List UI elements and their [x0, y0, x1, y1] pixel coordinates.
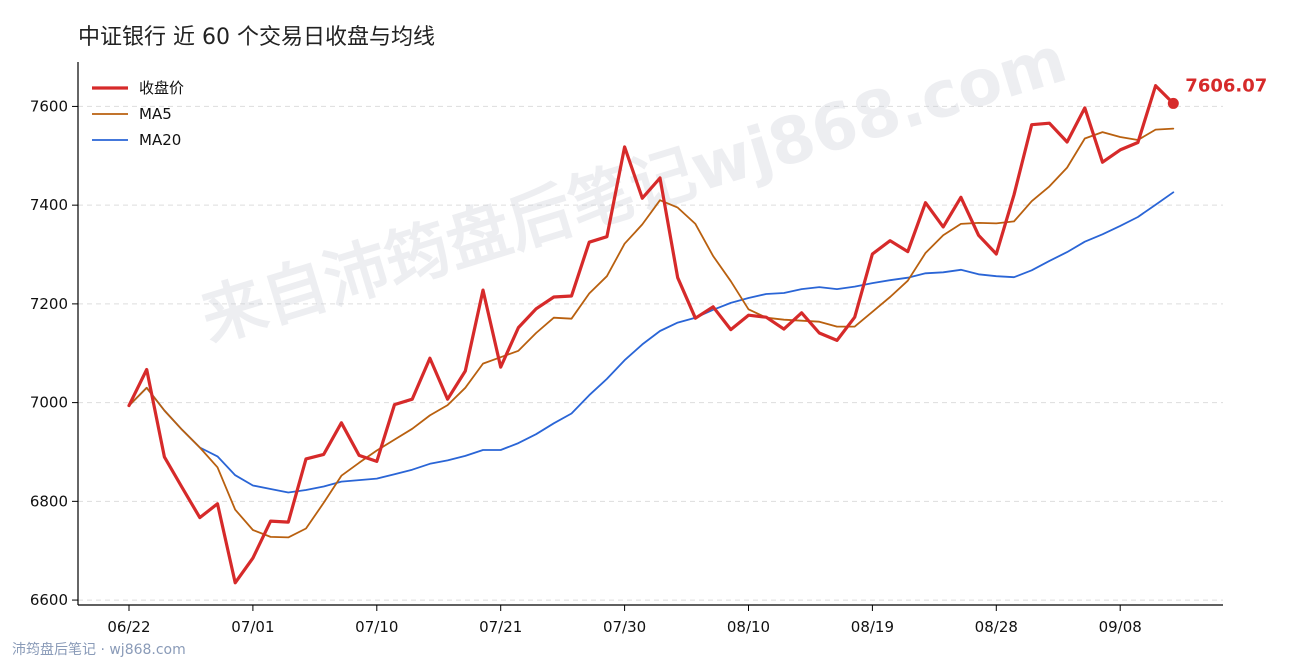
y-tick-label: 6600 — [30, 591, 68, 609]
x-tick-label: 08/19 — [851, 618, 894, 636]
last-point-marker — [1167, 97, 1179, 109]
chart-title: 中证银行 近 60 个交易日收盘与均线 — [78, 25, 435, 50]
series-group: 7606.07 — [127, 75, 1267, 585]
y-tick-label: 7200 — [30, 295, 68, 313]
series-line-close — [127, 84, 1175, 585]
series-line-ma5 — [128, 127, 1175, 539]
last-value-label: 7606.07 — [1185, 75, 1267, 96]
footer-watermark: 沛筠盘后笔记 · wj868.com — [12, 641, 186, 658]
watermark: 来自沛筠盘后笔记wj868.com — [193, 23, 1075, 357]
legend: 收盘价 MA5 MA20 — [92, 79, 184, 149]
y-tick-label: 7600 — [30, 97, 68, 115]
x-tick-label: 07/21 — [479, 618, 522, 636]
y-tick-label: 7400 — [30, 196, 68, 214]
x-tick-label: 09/08 — [1099, 618, 1142, 636]
x-tick-label: 07/30 — [603, 618, 646, 636]
series-line-ma20 — [128, 191, 1175, 494]
x-tick-label: 08/28 — [975, 618, 1018, 636]
legend-label: MA5 — [139, 105, 172, 123]
x-tick-label: 06/22 — [107, 618, 150, 636]
x-tick-label: 07/01 — [231, 618, 274, 636]
legend-label: 收盘价 — [139, 79, 184, 97]
x-tick-label: 08/10 — [727, 618, 770, 636]
axes: 6600 6800 7000 7200 7400 7600 06/22 07/01 07/10 0… — [30, 62, 1223, 636]
legend-label: MA20 — [139, 131, 181, 149]
y-tick-label: 6800 — [30, 492, 68, 510]
grid — [78, 105, 1223, 601]
y-tick-label: 7000 — [30, 394, 68, 412]
x-tick-label: 07/10 — [355, 618, 398, 636]
